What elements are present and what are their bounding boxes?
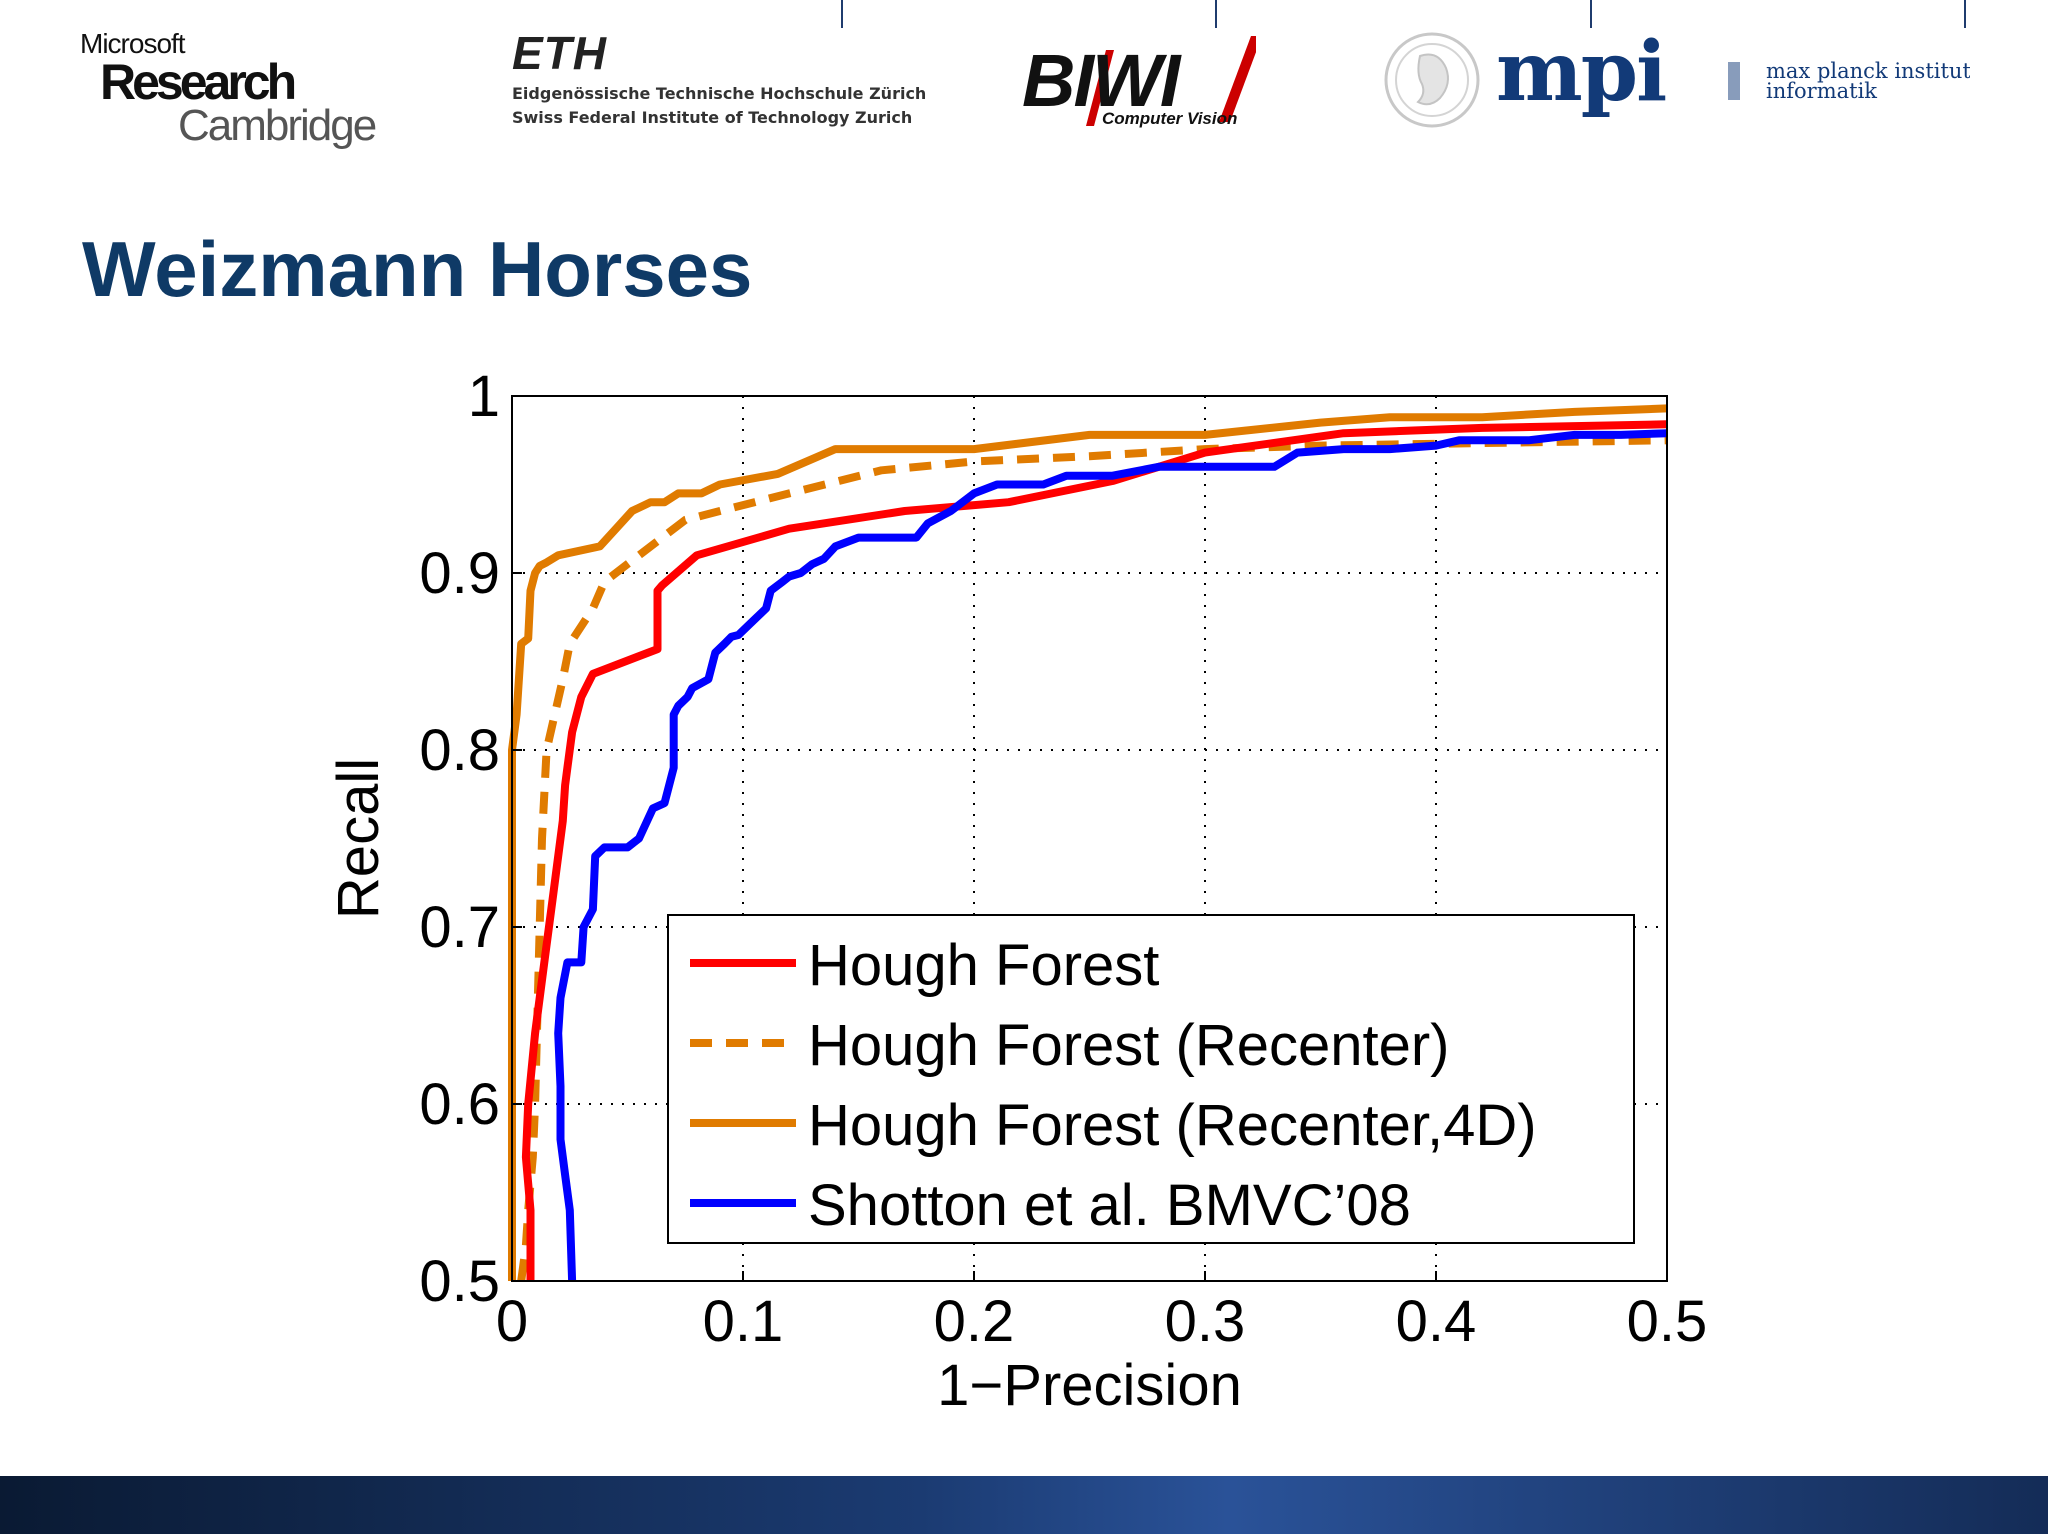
header-divider xyxy=(1590,0,1592,28)
x-axis-label: 1−Precision xyxy=(937,1353,1242,1418)
series-line-0 xyxy=(521,420,1668,1281)
legend-label: Hough Forest (Recenter) xyxy=(808,1013,1449,1078)
eth-logo: ETH Eidgenössische Technische Hochschule… xyxy=(512,30,926,130)
minerva-head-icon xyxy=(1416,53,1449,106)
minerva-seal-icon xyxy=(1384,32,1480,128)
legend-label: Hough Forest (Recenter,4D) xyxy=(808,1093,1537,1158)
mpi-logo: mpi max planck institut informatik xyxy=(1384,30,1970,128)
series-line-3 xyxy=(554,429,1668,1282)
series-line-1 xyxy=(517,436,1668,1282)
x-tick-label: 0.1 xyxy=(703,1289,784,1354)
logo-text: Microsoft xyxy=(80,28,186,59)
axis-ticks: 0 0.1 0.2 0.3 0.4 0.5 0.5 0.6 0.7 0.8 0.9 1 xyxy=(419,364,1707,1354)
header-divider xyxy=(1964,0,1966,28)
x-tick-label: 0 xyxy=(496,1289,528,1354)
y-tick-label: 0.5 xyxy=(419,1249,500,1314)
x-tick-label: 0.2 xyxy=(934,1289,1015,1354)
logo-text: ETH xyxy=(512,27,607,79)
plot-frame xyxy=(511,395,1668,1282)
logo-text: Computer Vision xyxy=(1102,109,1237,128)
legend-label: Shotton et al. BMVC’08 xyxy=(808,1173,1411,1238)
legend-label: Hough Forest xyxy=(808,933,1159,998)
series-line-2 xyxy=(508,404,1668,1281)
legend-box xyxy=(667,914,1635,1244)
logo-text: informatik xyxy=(1766,79,1877,103)
minerva-seal-icon xyxy=(1395,43,1469,117)
logo-text: max planck institut xyxy=(1766,59,1970,83)
y-tick-label: 0.6 xyxy=(419,1072,500,1137)
series-layer xyxy=(508,404,1668,1282)
page-title: Weizmann Horses xyxy=(82,225,753,313)
x-tick-label: 0.5 xyxy=(1627,1289,1708,1354)
y-tick-label: 0.7 xyxy=(419,895,500,960)
microsoft-research-cambridge-logo: Microsoft Research Cambridge xyxy=(80,28,377,150)
logo-stripe xyxy=(1219,36,1256,122)
y-tick-label: 1 xyxy=(468,364,500,429)
y-tick-label: 0.8 xyxy=(419,718,500,783)
header-divider xyxy=(841,0,843,28)
y-axis-label: Recall xyxy=(326,758,391,919)
logo-bar xyxy=(1728,62,1740,100)
header-divider xyxy=(1215,0,1217,28)
x-tick-label: 0.3 xyxy=(1165,1289,1246,1354)
logo-text: Cambridge xyxy=(178,101,377,150)
footer-bar xyxy=(0,1476,2048,1534)
biwi-logo: BIWI Computer Vision xyxy=(1022,36,1256,128)
logo-text: BIWI xyxy=(1022,39,1182,122)
logo-text: Research xyxy=(100,54,297,110)
legend: Hough Forest Hough Forest (Recenter) Hough… xyxy=(667,914,1635,1244)
logo-text: Eidgenössische Technische Hochschule Zür… xyxy=(512,84,927,103)
y-tick-label: 0.9 xyxy=(419,541,500,606)
x-tick-label: 0.4 xyxy=(1396,1289,1477,1354)
logo-stripe xyxy=(1086,50,1114,126)
logo-text: Swiss Federal Institute of Technology Zu… xyxy=(512,108,913,127)
logo-text: mpi xyxy=(1496,30,1666,120)
